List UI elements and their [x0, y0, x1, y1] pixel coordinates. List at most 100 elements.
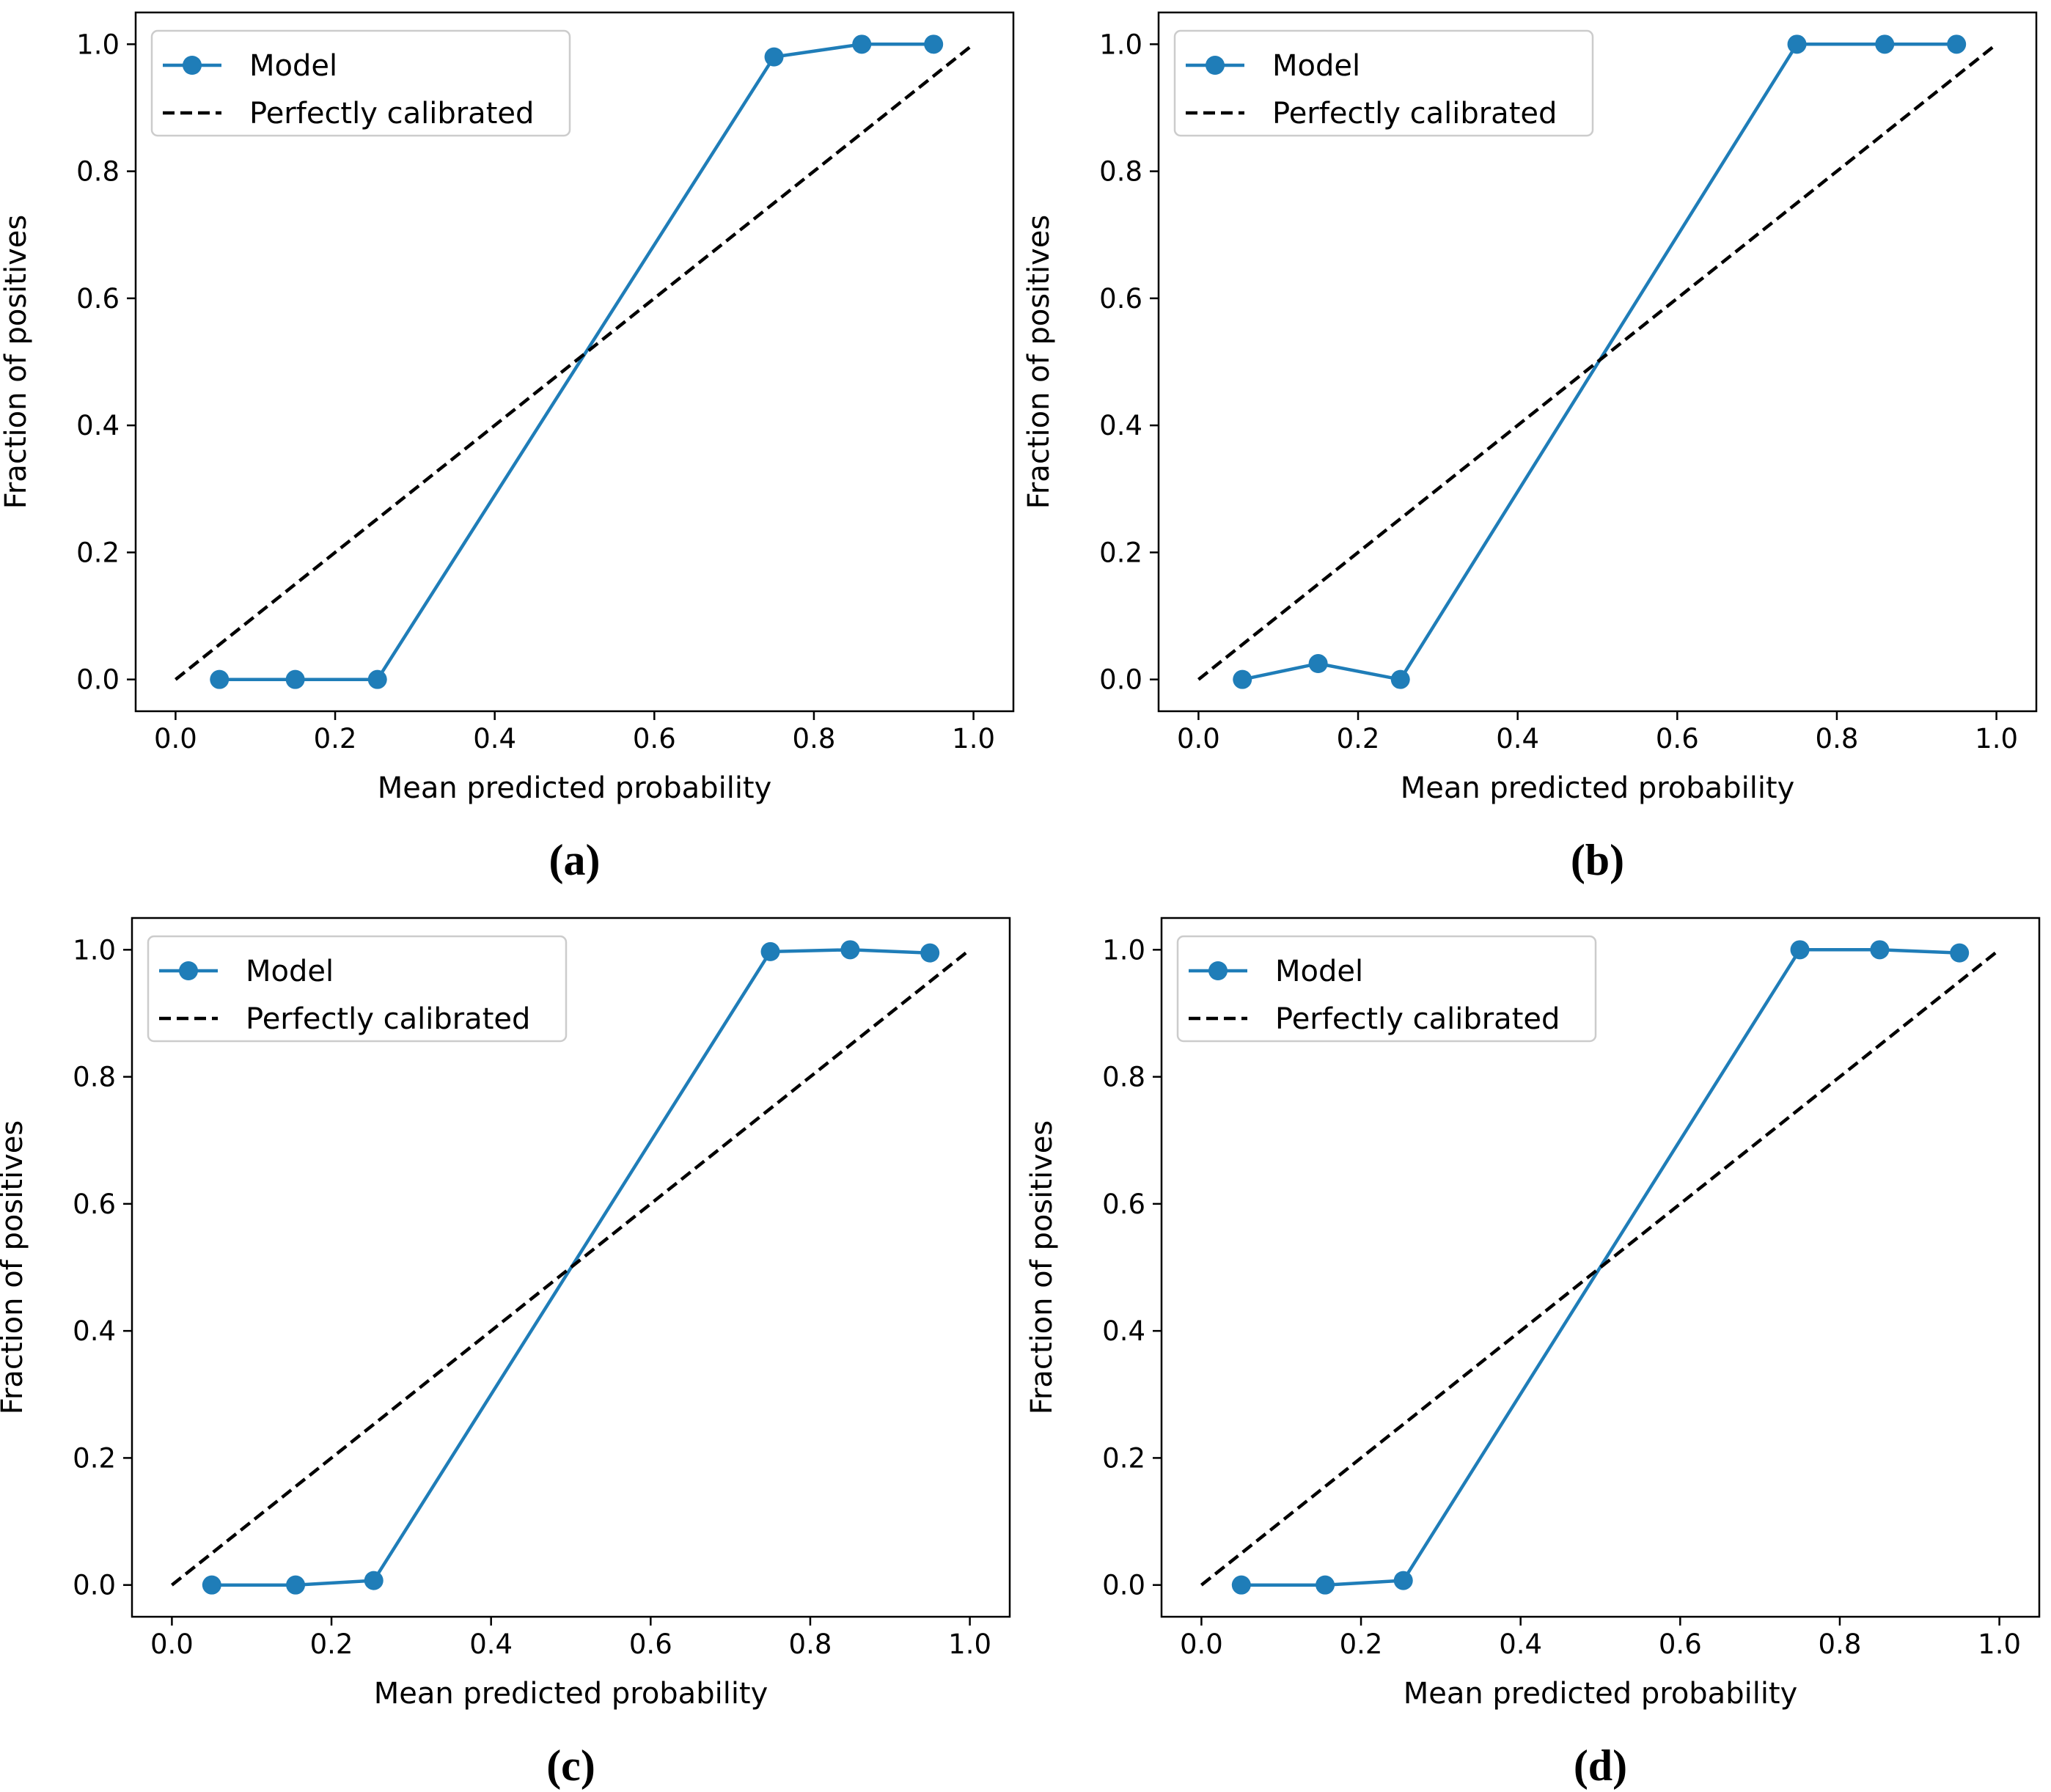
y-tick-label: 0.8 — [1102, 1062, 1145, 1093]
x-tick-label: 0.8 — [789, 1628, 832, 1660]
x-tick-label: 0.6 — [633, 723, 676, 754]
model-data-point — [1947, 34, 1967, 54]
x-tick-label: 0.4 — [1499, 1628, 1542, 1660]
x-tick-label: 0.0 — [1180, 1628, 1223, 1660]
model-data-point — [1231, 1575, 1251, 1595]
legend-entry-label: Perfectly calibrated — [1272, 97, 1557, 131]
legend-entry-label: Model — [249, 49, 337, 83]
x-tick-label: 1.0 — [1975, 723, 2018, 754]
model-data-point — [210, 669, 230, 689]
y-tick-label: 0.0 — [1102, 1570, 1145, 1601]
model-data-point — [202, 1575, 221, 1595]
model-data-point — [1790, 940, 1810, 960]
x-tick-label: 0.0 — [150, 1628, 194, 1660]
model-series-line — [219, 43, 934, 681]
y-axis-label: Fraction of positives — [1025, 1120, 1059, 1414]
legend-box — [1176, 935, 1597, 1043]
y-tick-label: 0.0 — [73, 1570, 116, 1601]
model-data-point — [285, 669, 305, 689]
y-tick-label: 0.4 — [76, 410, 120, 441]
legend-entry-label: Model — [246, 955, 334, 988]
y-tick-label: 0.8 — [76, 156, 120, 188]
x-tick-label: 0.4 — [473, 723, 516, 754]
model-data-point — [364, 1571, 384, 1590]
x-tick-label: 0.8 — [1819, 1628, 1862, 1660]
legend-entry-label: Perfectly calibrated — [1275, 1002, 1560, 1036]
x-tick-label: 0.4 — [469, 1628, 513, 1660]
model-data-point — [1393, 1571, 1413, 1590]
subplot-c: 0.0 0.2 0.4 0.6 0.8 1.0 0.0 0.2 0.4 0.6 0.8 1.0 Mean… — [0, 917, 1011, 1790]
legend-model-marker — [1206, 56, 1225, 75]
x-tick-label: 0.4 — [1496, 723, 1539, 754]
y-tick-label: 0.2 — [1099, 537, 1142, 568]
y-axis-label: Fraction of positives — [1022, 215, 1056, 509]
x-axis-label: Mean predicted probability — [1404, 1677, 1798, 1711]
perfect-calibration-line — [1197, 43, 1998, 681]
y-tick-label: 0.4 — [73, 1315, 116, 1347]
legend-model-marker — [1208, 961, 1228, 980]
x-tick-label: 1.0 — [1978, 1628, 2021, 1660]
legend-entry-label: Model — [1275, 955, 1363, 988]
model-data-point — [840, 940, 860, 960]
subplot-caption: (b) — [1571, 836, 1624, 884]
y-tick-label: 0.4 — [1102, 1315, 1145, 1347]
model-data-point — [1787, 34, 1807, 54]
x-tick-label: 0.8 — [793, 723, 836, 754]
x-axis-label: Mean predicted probability — [1401, 771, 1795, 805]
y-tick-label: 0.0 — [1099, 664, 1142, 696]
x-tick-label: 0.6 — [629, 1628, 672, 1660]
legend-entry-label: Perfectly calibrated — [246, 1002, 530, 1036]
subplot-a: 0.0 0.2 0.4 0.6 0.8 1.0 0.0 0.2 0.4 0.6 0.8 1.0 Mean… — [0, 11, 1015, 884]
legend-model-marker — [179, 961, 198, 980]
model-data-point — [1233, 669, 1252, 689]
subplot-caption: (d) — [1574, 1741, 1627, 1790]
model-data-point — [1308, 654, 1328, 674]
legend-box — [150, 29, 571, 137]
legend-entry-label: Model — [1272, 49, 1360, 83]
model-data-point — [852, 34, 872, 54]
x-tick-label: 0.2 — [314, 723, 357, 754]
model-data-point — [924, 34, 944, 54]
x-axis-label: Mean predicted probability — [378, 771, 772, 805]
model-data-point — [1870, 940, 1890, 960]
x-tick-label: 0.0 — [1177, 723, 1220, 754]
x-tick-label: 1.0 — [952, 723, 995, 754]
model-data-point — [286, 1575, 306, 1595]
y-tick-label: 0.6 — [1102, 1189, 1145, 1220]
x-tick-label: 0.6 — [1656, 723, 1699, 754]
y-tick-label: 0.8 — [1099, 156, 1142, 188]
y-tick-label: 0.0 — [76, 664, 120, 696]
x-tick-label: 1.0 — [948, 1628, 991, 1660]
model-data-point — [1950, 943, 1970, 963]
y-axis-label: Fraction of positives — [0, 1120, 29, 1414]
perfect-calibration-line — [174, 43, 975, 681]
x-tick-label: 0.6 — [1659, 1628, 1702, 1660]
model-data-point — [764, 47, 784, 67]
y-tick-label: 1.0 — [1099, 29, 1142, 60]
model-data-point — [920, 943, 940, 963]
y-tick-label: 0.6 — [76, 283, 120, 315]
x-tick-label: 0.8 — [1816, 723, 1859, 754]
subplot-b: 0.0 0.2 0.4 0.6 0.8 1.0 0.0 0.2 0.4 0.6 0.8 1.0 Mean… — [1022, 11, 2038, 884]
model-data-point — [1390, 669, 1410, 689]
legend-model-marker — [183, 56, 202, 75]
y-tick-label: 0.6 — [73, 1189, 116, 1220]
y-axis-label: Fraction of positives — [0, 215, 33, 509]
y-tick-label: 0.4 — [1099, 410, 1142, 441]
subplot-caption: (a) — [549, 836, 601, 884]
y-tick-label: 0.2 — [73, 1442, 116, 1474]
y-tick-label: 0.6 — [1099, 283, 1142, 315]
x-tick-label: 0.2 — [1340, 1628, 1383, 1660]
model-data-point — [367, 669, 387, 689]
model-data-point — [760, 941, 780, 961]
y-tick-label: 0.2 — [1102, 1442, 1145, 1474]
subplot-caption: (c) — [546, 1741, 595, 1790]
perfect-calibration-line — [1200, 948, 2001, 1587]
y-tick-label: 0.2 — [76, 537, 120, 568]
legend-box — [147, 935, 568, 1043]
legend-entry-label: Perfectly calibrated — [249, 97, 534, 131]
y-tick-label: 1.0 — [73, 934, 116, 966]
y-tick-label: 0.8 — [73, 1062, 116, 1093]
perfect-calibration-line — [170, 948, 972, 1587]
